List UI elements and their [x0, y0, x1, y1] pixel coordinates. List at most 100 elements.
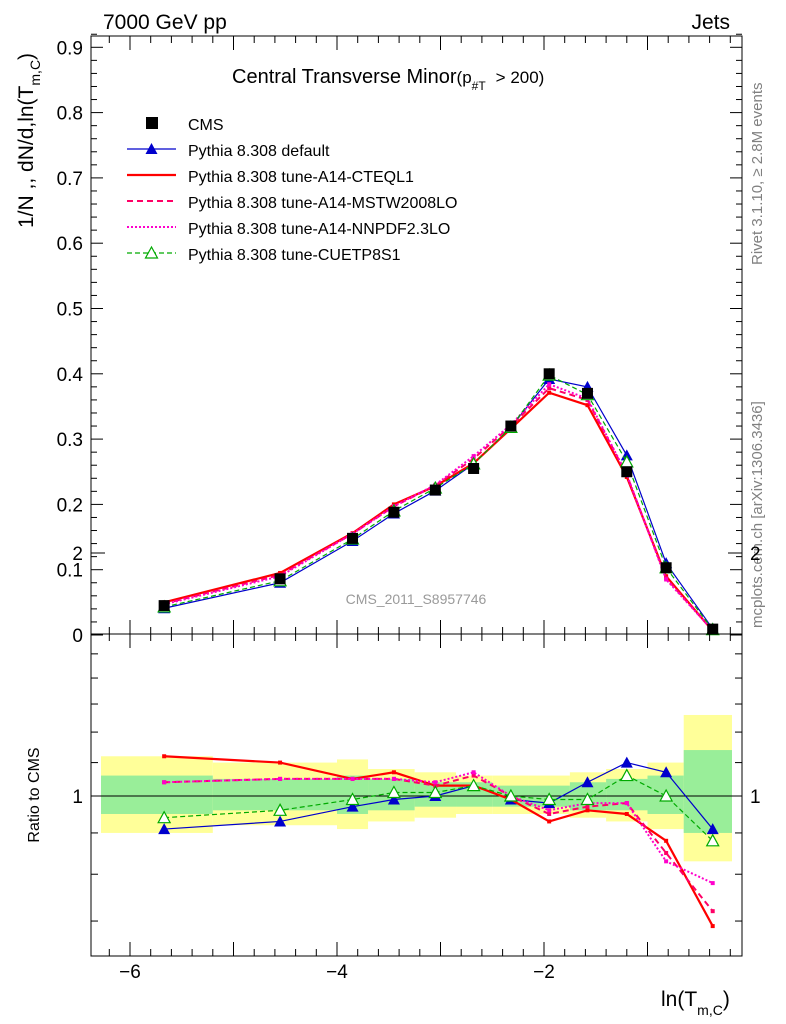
- ratio-point-pythia-8-308-tune-a14-nnpdf2-3lo: [471, 770, 476, 775]
- main-y-tick-label: 0.3: [57, 430, 83, 451]
- ratio-y-tick-label-right: 2: [750, 544, 761, 565]
- legend-label-cuetp8s1: Pythia 8.308 tune-CUETP8S1: [188, 247, 401, 264]
- main-line-pythia-8-308-tune-cuetp8s1: [164, 374, 714, 631]
- ratio-point-pythia-8-308-tune-a14-nnpdf2-3lo: [278, 776, 283, 781]
- ratio-point-pythia-8-308-tune-a14-nnpdf2-3lo: [433, 780, 438, 785]
- ratio-point-pythia-8-308-tune-a14-mstw2008lo: [585, 804, 590, 809]
- ratio-point-pythia-8-308-tune-a14-mstw2008lo: [664, 850, 669, 855]
- chart-title-cut: (p: [457, 68, 472, 87]
- ratio-frame: [90, 633, 743, 957]
- x-tick-label: −2: [533, 962, 555, 983]
- main-y-axis-label-text: 1/N ,, dN/d,ln(T: [15, 85, 38, 228]
- x-axis-label-text: ln(T: [661, 988, 697, 1011]
- ratio-line-pythia-8-308-tune-a14-cteql1: [164, 755, 714, 927]
- ratio-point-pythia-8-308-tune-a14-cteql1: [391, 770, 396, 775]
- main-y-axis-label: 1/N ,, dN/d,ln(Tm,C): [15, 53, 43, 228]
- main-point-pythia-8-308-tune-a14-nnpdf2-3lo: [471, 454, 476, 459]
- main-y-tick-label: 0: [72, 626, 83, 647]
- header-energy-label: 7000 GeV pp: [103, 11, 227, 34]
- main-y-tick-label: 0.1: [57, 561, 83, 582]
- main-point-pythia-8-308-tune-a14-cteql1: [585, 403, 590, 408]
- chart-title: Central Transverse Minor(p#T > 200): [232, 66, 544, 93]
- chart-title-cut-sub: #T: [472, 79, 487, 93]
- main-y-tick-label: 0.6: [57, 234, 83, 255]
- ratio-point-pythia-8-308-tune-a14-cteql1: [710, 924, 715, 929]
- main-point-cms: [429, 484, 441, 496]
- main-line-pythia-8-308-tune-a14-nnpdf2-3lo: [163, 383, 714, 632]
- ratio-point-pythia-8-308-tune-a14-cteql1: [585, 808, 590, 813]
- ratio-point-pythia-8-308-default: [581, 776, 594, 788]
- main-y-tick-label: 0.7: [57, 169, 83, 190]
- legend-triangle-marker: [145, 143, 158, 154]
- ratio-green-band: [212, 778, 337, 811]
- ratio-series-layer: [157, 754, 720, 929]
- ratio-point-pythia-8-308-tune-a14-mstw2008lo: [547, 811, 552, 816]
- ratio-point-pythia-8-308-tune-a14-nnpdf2-3lo: [547, 808, 552, 813]
- legend-square-marker: [146, 117, 158, 129]
- header-process-label: Jets: [691, 11, 730, 34]
- main-point-cms: [621, 466, 633, 478]
- ratio-point-pythia-8-308-tune-a14-cteql1: [278, 760, 283, 765]
- ratio-point-pythia-8-308-tune-a14-nnpdf2-3lo: [391, 776, 396, 781]
- main-panel: 0 0.1 0.2 0.3 0.4 0.5 0.6 0.7 0.8 0.9 Central Tra…: [15, 33, 743, 647]
- main-point-pythia-8-308-tune-a14-nnpdf2-3lo: [664, 577, 669, 582]
- chart-title-text: Central Transverse Minor: [232, 66, 457, 88]
- x-tick-label: −4: [326, 962, 348, 983]
- ratio-point-pythia-8-308-tune-cuetp8s1: [619, 768, 634, 782]
- main-point-pythia-8-308-tune-a14-mstw2008lo: [547, 386, 552, 391]
- legend-entry-nnpdf: Pythia 8.308 tune-A14-NNPDF2.3LO: [127, 221, 450, 238]
- legend-open-triangle-marker: [144, 245, 159, 259]
- main-y-axis-label-tail: ): [15, 53, 38, 60]
- ratio-point-pythia-8-308-tune-a14-mstw2008lo: [710, 909, 715, 914]
- ratio-point-pythia-8-308-tune-cuetp8s1: [580, 792, 595, 806]
- ratio-point-pythia-8-308-tune-a14-cteql1: [664, 838, 669, 843]
- legend: CMS Pythia 8.308 default Pythia 8.308 tu…: [127, 117, 457, 264]
- ratio-y-tick-label-left: 1: [72, 787, 83, 808]
- main-point-cms: [660, 562, 672, 574]
- ratio-point-pythia-8-308-default: [660, 766, 673, 778]
- main-y-tick-label: 0.2: [57, 495, 83, 516]
- ratio-point-pythia-8-308-tune-a14-cteql1: [162, 754, 167, 759]
- legend-label-cteql1: Pythia 8.308 tune-A14-CTEQL1: [188, 169, 414, 186]
- chart-title-cut-tail: > 200): [496, 68, 545, 87]
- legend-entry-default: Pythia 8.308 default: [127, 143, 330, 160]
- ratio-uncertainty-bands: [101, 714, 732, 862]
- ratio-y-axis-label: Ratio to CMS: [26, 747, 43, 842]
- ratio-point-pythia-8-308-default: [706, 823, 719, 835]
- main-y-tick-label: 0.4: [57, 365, 84, 386]
- x-tick-label: −6: [119, 962, 141, 983]
- legend-label-default: Pythia 8.308 default: [188, 143, 330, 160]
- ratio-point-pythia-8-308-tune-cuetp8s1: [542, 792, 557, 806]
- main-point-cms: [581, 387, 593, 399]
- mcplots-source-label: mcplots.cern.ch [arXiv:1306.3436]: [749, 401, 766, 628]
- ratio-point-pythia-8-308-tune-a14-nnpdf2-3lo: [162, 780, 167, 785]
- ratio-point-pythia-8-308-default: [620, 756, 633, 768]
- ratio-point-pythia-8-308-default: [387, 793, 400, 805]
- main-y-axis-label-sub: m,C: [27, 60, 43, 86]
- main-point-cms: [347, 532, 359, 544]
- x-axis-label-sub: m,C: [697, 1002, 723, 1018]
- ratio-line-pythia-8-308-tune-cuetp8s1: [164, 774, 714, 842]
- main-point-cms: [388, 506, 400, 518]
- ratio-point-pythia-8-308-tune-cuetp8s1: [705, 833, 720, 847]
- main-point-pythia-8-308-tune-a14-cteql1: [547, 390, 552, 395]
- ratio-point-pythia-8-308-tune-cuetp8s1: [466, 778, 481, 792]
- ratio-point-pythia-8-308-tune-a14-nnpdf2-3lo: [624, 801, 629, 806]
- legend-label-cms: CMS: [188, 117, 224, 134]
- main-y-tick-label: 0.5: [57, 300, 83, 321]
- main-point-pythia-8-308-tune-a14-nnpdf2-3lo: [547, 382, 552, 387]
- ratio-green-band: [683, 750, 732, 833]
- ratio-point-pythia-8-308-tune-cuetp8s1: [386, 785, 401, 799]
- ratio-y-tick-label-right: 1: [750, 787, 761, 808]
- legend-entry-cuetp8s1: Pythia 8.308 tune-CUETP8S1: [127, 245, 401, 264]
- legend-label-nnpdf: Pythia 8.308 tune-A14-NNPDF2.3LO: [188, 221, 450, 238]
- ratio-point-pythia-8-308-tune-cuetp8s1: [273, 803, 288, 816]
- ratio-point-pythia-8-308-tune-a14-cteql1: [624, 811, 629, 816]
- legend-entry-mstw: Pythia 8.308 tune-A14-MSTW2008LO: [127, 195, 457, 212]
- main-point-cms: [707, 623, 719, 635]
- ratio-x-axis: −6 −4 −2: [108, 634, 731, 983]
- main-point-cms: [274, 573, 286, 585]
- main-point-cms: [543, 368, 555, 380]
- ratio-point-pythia-8-308-default: [158, 823, 171, 835]
- rivet-version-label: Rivet 3.1.10, ≥ 2.8M events: [749, 83, 766, 266]
